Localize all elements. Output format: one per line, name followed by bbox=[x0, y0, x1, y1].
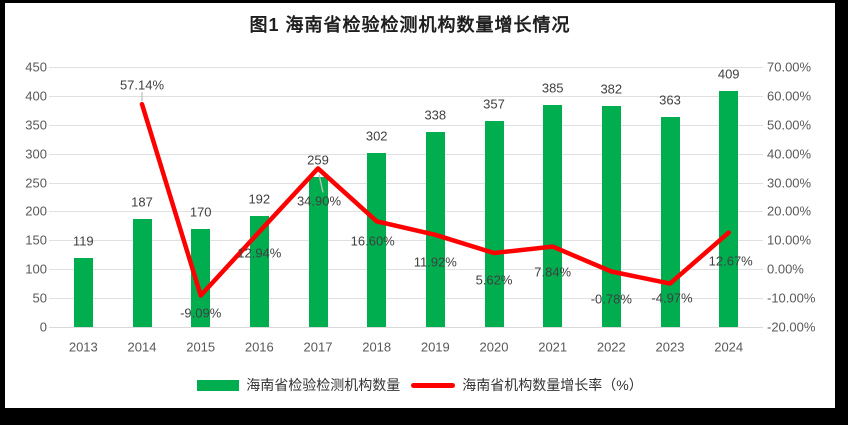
grid-line bbox=[49, 153, 763, 155]
right-axis-tick-label: 30.00% bbox=[767, 175, 812, 191]
grid-line bbox=[49, 67, 763, 68]
left-axis-tick-label: 350 bbox=[25, 117, 47, 133]
right-axis-tick-label: 20.00% bbox=[767, 203, 812, 219]
grid-line bbox=[49, 211, 763, 213]
line-point-label: 16.60% bbox=[350, 233, 395, 249]
chart-title: 图1 海南省检验检测机构数量增长情况 bbox=[249, 15, 571, 35]
left-axis-tick-label: 0 bbox=[39, 319, 47, 335]
grid-line bbox=[49, 124, 763, 126]
grid-line bbox=[49, 269, 763, 271]
bar-value-label: 192 bbox=[248, 191, 271, 207]
line-point-label: -0.78% bbox=[590, 291, 632, 306]
line-point-label: 11.92% bbox=[413, 254, 457, 270]
bar-value-label: 259 bbox=[307, 152, 329, 168]
legend-bar-swatch bbox=[197, 379, 240, 391]
grid-line bbox=[49, 327, 763, 328]
x-axis-tick-label: 2024 bbox=[714, 339, 744, 355]
legend-bar-label: 海南省检验检测机构数量 bbox=[246, 377, 401, 393]
right-axis-tick-label: 0.00% bbox=[767, 261, 804, 277]
chart-surface: 图1 海南省检验检测机构数量增长情况 0 -20.00% 50 -10.00% 100 0… bbox=[5, 3, 835, 408]
x-axis-tick-label: 2021 bbox=[538, 339, 568, 355]
x-axis-tick-label: 2013 bbox=[68, 339, 98, 355]
right-axis-tick-label: -10.00% bbox=[767, 290, 816, 306]
left-axis-tick-label: 150 bbox=[25, 232, 47, 248]
line-point-label: 12.67% bbox=[708, 253, 753, 269]
growth-rate-polyline bbox=[139, 101, 731, 298]
x-axis-tick-label: 2018 bbox=[362, 339, 392, 355]
line-point-label: 34.90% bbox=[296, 193, 342, 209]
x-axis-tick-label: 2014 bbox=[127, 339, 157, 355]
bar-value-label: 302 bbox=[365, 128, 388, 143]
grid-line bbox=[49, 240, 763, 242]
legend-line-label: 海南省机构数量增长率（%） bbox=[462, 377, 643, 393]
x-axis-tick-label: 2016 bbox=[244, 339, 274, 355]
bar bbox=[73, 258, 93, 327]
growth-rate-line bbox=[139, 92, 731, 298]
right-axis-tick-label: 70.00% bbox=[767, 59, 812, 75]
right-axis-tick-label: 60.00% bbox=[767, 88, 812, 104]
bar-value-label: 338 bbox=[424, 107, 447, 123]
left-axis-tick-label: 300 bbox=[25, 146, 47, 162]
right-axis-tick-label: 10.00% bbox=[767, 232, 812, 248]
plot-area: 0 -20.00% 50 -10.00% 100 0.00% 150 10.00% 200 20.… bbox=[5, 3, 835, 408]
x-axis-tick-label: 2022 bbox=[596, 339, 626, 355]
line-point-label: 12.94% bbox=[237, 245, 282, 261]
grid-line bbox=[49, 298, 763, 300]
line-point-label: -9.09% bbox=[180, 305, 222, 320]
bar bbox=[719, 90, 739, 327]
bar-value-label: 382 bbox=[600, 81, 623, 97]
right-axis-tick-label: 50.00% bbox=[767, 117, 812, 133]
bar-value-label: 187 bbox=[131, 194, 153, 210]
bar-value-label: 119 bbox=[72, 233, 94, 249]
line-point-label: 57.14% bbox=[119, 77, 165, 93]
line-point-label: 7.84% bbox=[534, 264, 572, 280]
right-axis-tick-label: -20.00% bbox=[767, 319, 816, 335]
x-axis-tick-label: 2015 bbox=[186, 339, 216, 355]
bar bbox=[484, 120, 504, 327]
chart-legend: 海南省检验检测机构数量 海南省机构数量增长率（%） bbox=[5, 375, 835, 395]
x-axis-tick-label: 2017 bbox=[303, 339, 333, 355]
left-axis-tick-label: 450 bbox=[25, 59, 47, 75]
left-axis-tick-label: 400 bbox=[25, 88, 47, 104]
x-axis-tick-label: 2023 bbox=[655, 339, 685, 355]
bar bbox=[425, 131, 445, 327]
x-axis-tick-label: 2019 bbox=[420, 339, 450, 355]
bar-value-label: 385 bbox=[541, 80, 564, 96]
bar bbox=[308, 177, 328, 327]
left-axis-tick-label: 100 bbox=[25, 261, 47, 277]
grid-line bbox=[49, 182, 763, 184]
bar bbox=[132, 219, 152, 327]
bar-value-label: 363 bbox=[659, 92, 681, 108]
left-axis-tick-label: 200 bbox=[25, 203, 47, 219]
left-axis-tick-label: 50 bbox=[32, 290, 47, 306]
bar-value-label: 357 bbox=[483, 96, 505, 112]
line-point-label: 5.62% bbox=[475, 272, 513, 288]
x-axis-tick-label: 2020 bbox=[479, 339, 509, 355]
bar-value-label: 170 bbox=[189, 204, 212, 220]
bar bbox=[191, 228, 211, 327]
bar-value-label: 409 bbox=[717, 66, 740, 82]
bar bbox=[543, 104, 563, 327]
left-axis-tick-label: 250 bbox=[25, 175, 47, 191]
label-leader-line bbox=[318, 174, 324, 193]
bar bbox=[660, 117, 680, 327]
legend-line-swatch bbox=[411, 382, 456, 388]
bar bbox=[367, 152, 387, 327]
line-point-label: -4.97% bbox=[651, 290, 693, 306]
grid-line bbox=[49, 95, 763, 97]
bar bbox=[249, 216, 269, 327]
right-axis-tick-label: 40.00% bbox=[767, 146, 812, 162]
